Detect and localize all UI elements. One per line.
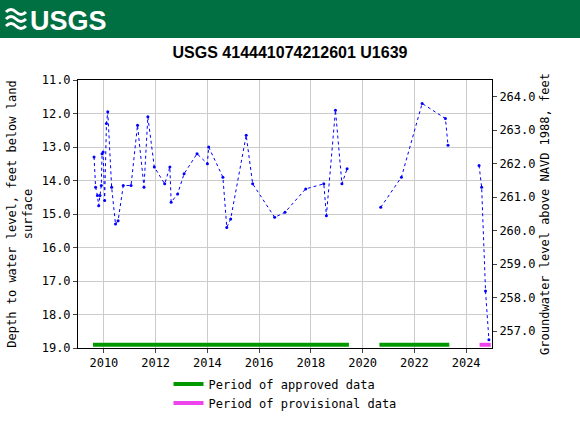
- svg-text:Period of approved data: Period of approved data: [209, 378, 375, 392]
- svg-text:USGS: USGS: [30, 6, 107, 36]
- svg-text:2024: 2024: [452, 356, 481, 370]
- svg-text:19.0: 19.0: [42, 341, 71, 355]
- svg-text:18.0: 18.0: [42, 308, 71, 322]
- svg-text:2020: 2020: [348, 356, 377, 370]
- svg-text:257.0: 257.0: [499, 324, 535, 338]
- svg-text:14.0: 14.0: [42, 174, 71, 188]
- svg-text:261.0: 261.0: [499, 190, 535, 204]
- svg-text:12.0: 12.0: [42, 107, 71, 121]
- svg-text:263.0: 263.0: [499, 123, 535, 137]
- svg-text:2012: 2012: [141, 356, 170, 370]
- svg-text:258.0: 258.0: [499, 291, 535, 305]
- svg-text:16.0: 16.0: [42, 241, 71, 255]
- svg-text:2022: 2022: [400, 356, 429, 370]
- svg-text:2016: 2016: [245, 356, 274, 370]
- svg-text:Groundwater level above NAVD 1: Groundwater level above NAVD 1988, feet: [538, 73, 552, 355]
- svg-text:2010: 2010: [89, 356, 118, 370]
- svg-text:11.0: 11.0: [42, 73, 71, 87]
- svg-text:15.0: 15.0: [42, 207, 71, 221]
- svg-text:USGS 414441074212601 U1639: USGS 414441074212601 U1639: [173, 44, 408, 61]
- svg-text:264.0: 264.0: [499, 90, 535, 104]
- svg-text:262.0: 262.0: [499, 157, 535, 171]
- svg-text:13.0: 13.0: [42, 140, 71, 154]
- svg-text:Depth to water level, feet bel: Depth to water level, feet below landsur…: [5, 80, 35, 347]
- svg-text:2014: 2014: [193, 356, 222, 370]
- svg-text:17.0: 17.0: [42, 274, 71, 288]
- svg-text:2018: 2018: [296, 356, 325, 370]
- svg-text:Period of provisional data: Period of provisional data: [209, 397, 397, 411]
- svg-text:259.0: 259.0: [499, 257, 535, 271]
- svg-text:260.0: 260.0: [499, 224, 535, 238]
